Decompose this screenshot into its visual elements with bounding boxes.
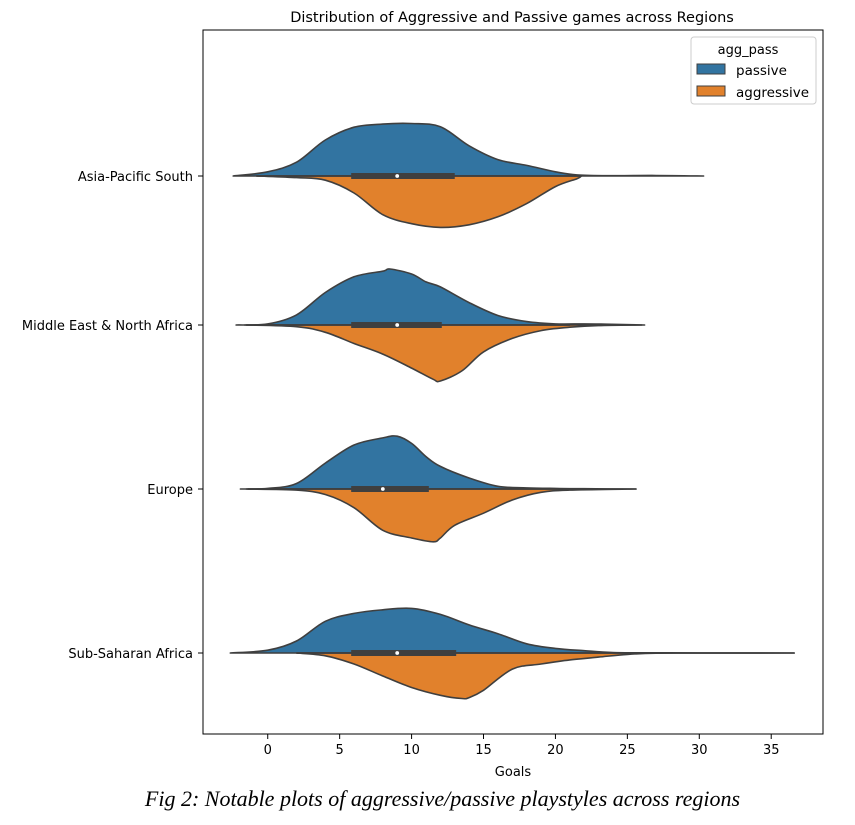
y-tick-label: Middle East & North Africa xyxy=(22,319,193,334)
violin-passive xyxy=(232,122,705,177)
x-tick-label: 15 xyxy=(475,743,492,758)
violin-group xyxy=(239,435,637,543)
box-median xyxy=(395,651,400,655)
box-median xyxy=(380,487,385,491)
x-tick-label: 10 xyxy=(403,743,420,758)
violin-group xyxy=(232,122,705,229)
legend-swatch-passive xyxy=(696,63,726,75)
y-tick-label: Europe xyxy=(147,483,193,498)
figure-caption: Fig 2: Notable plots of aggressive/passi… xyxy=(144,786,741,811)
chart-title: Distribution of Aggressive and Passive g… xyxy=(290,10,734,26)
legend-label-passive: passive xyxy=(736,63,787,79)
box-median xyxy=(395,323,400,327)
violin-layer xyxy=(229,122,795,700)
legend-title: agg_pass xyxy=(718,43,779,58)
legend[interactable]: agg_pass passive aggressive xyxy=(690,36,817,105)
x-tick-label: 0 xyxy=(264,743,272,758)
y-axis: Asia-Pacific South Middle East & North Af… xyxy=(22,170,203,662)
x-tick-label: 30 xyxy=(691,743,708,758)
violin-group xyxy=(229,607,795,700)
x-axis: 0 5 10 15 20 25 30 35 xyxy=(264,734,780,758)
legend-swatch-aggressive xyxy=(696,85,726,97)
y-tick-label: Sub-Saharan Africa xyxy=(68,647,193,662)
legend-label-aggressive: aggressive xyxy=(736,85,809,101)
y-tick-label: Asia-Pacific South xyxy=(78,170,193,185)
x-tick-label: 20 xyxy=(547,743,564,758)
box-iqr xyxy=(351,650,457,656)
violin-aggressive xyxy=(245,488,637,543)
x-tick-label: 5 xyxy=(336,743,344,758)
box-median xyxy=(395,174,400,178)
box-iqr xyxy=(351,173,455,179)
violin-aggressive xyxy=(243,324,643,383)
x-tick-label: 25 xyxy=(619,743,636,758)
box-iqr xyxy=(351,486,429,492)
x-tick-label: 35 xyxy=(763,743,780,758)
violin-group xyxy=(235,268,646,383)
x-axis-label: Goals xyxy=(495,765,532,780)
violin-aggressive xyxy=(256,175,583,229)
violin-passive xyxy=(235,268,646,326)
plot-area xyxy=(202,29,824,735)
